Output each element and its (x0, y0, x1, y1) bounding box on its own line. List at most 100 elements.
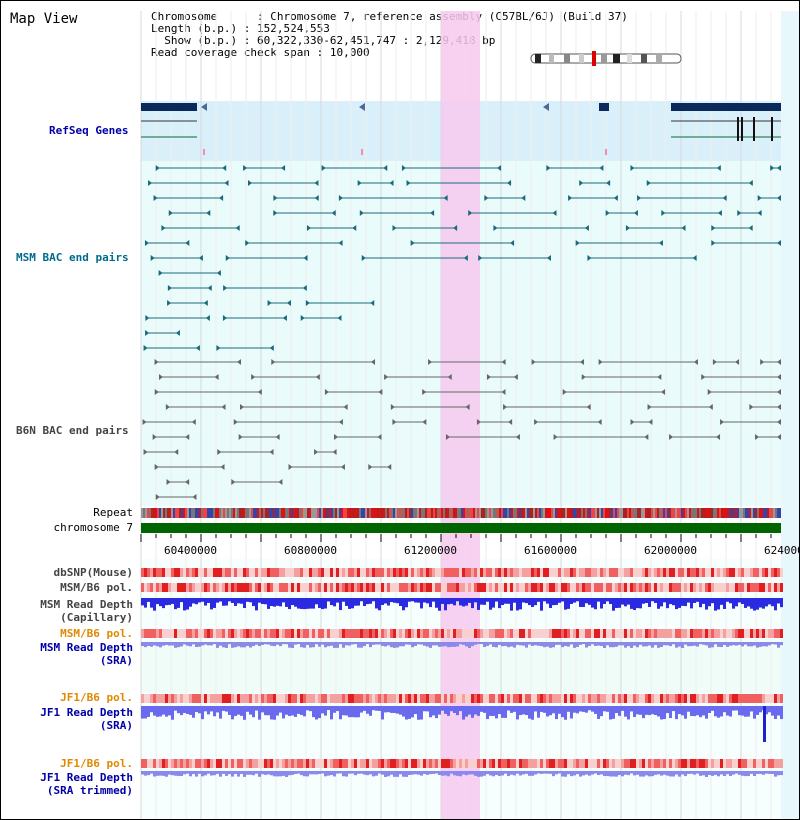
heat-cell (165, 583, 168, 592)
depth-bar (186, 642, 189, 646)
msm-b6-pol-label[interactable]: MSM/B6 pol. (60, 581, 133, 594)
heat-cell (453, 629, 456, 638)
depth-bar (606, 706, 609, 712)
heat-cell (516, 629, 519, 638)
depth-bar (201, 598, 204, 602)
depth-bar (528, 771, 531, 776)
heat-cell (402, 629, 405, 638)
heat-cell (279, 568, 282, 577)
heat-cell (507, 568, 510, 577)
heat-cell (348, 759, 351, 768)
heat-cell (486, 694, 489, 703)
right-margin-bg (781, 11, 799, 819)
heat-cell (576, 629, 579, 638)
depth-bar (192, 642, 195, 645)
msm-b6-pol-sra-label[interactable]: MSM/B6 pol. (60, 627, 133, 640)
msm-depth-capillary-label[interactable]: MSM Read Depth (40, 598, 133, 611)
heat-cell (699, 629, 702, 638)
repeat-segment (637, 508, 639, 518)
heat-cell (183, 759, 186, 768)
depth-bar (777, 771, 780, 776)
heat-cell (609, 568, 612, 577)
jf1-depth-trim-label[interactable]: JF1 Read Depth (40, 771, 133, 784)
jf1-depth-sra-label[interactable]: JF1 Read Depth (40, 706, 133, 719)
heat-cell (147, 583, 150, 592)
repeat-segment (353, 508, 355, 518)
depth-bar (279, 642, 282, 647)
heat-cell (480, 759, 483, 768)
repeat-segment (755, 508, 757, 518)
repeat-segment (505, 508, 507, 518)
gene-block (671, 103, 781, 111)
heat-cell (633, 568, 636, 577)
depth-bar (540, 598, 543, 611)
msm-bac-label[interactable]: MSM BAC end pairs (16, 251, 129, 264)
heat-cell (612, 759, 615, 768)
bac-end (144, 240, 149, 246)
depth-bar (267, 598, 270, 609)
depth-bar (168, 598, 171, 605)
bac-end (217, 449, 222, 455)
jf1-b6-pol-label[interactable]: JF1/B6 pol. (60, 691, 133, 704)
heat-cell (267, 583, 270, 592)
heat-cell (240, 694, 243, 703)
heat-cell (627, 759, 630, 768)
depth-bar (150, 771, 153, 774)
dbsnp-label[interactable]: dbSNP(Mouse) (53, 566, 133, 579)
depth-bar (717, 642, 720, 647)
heat-cell (243, 568, 246, 577)
heat-cell (303, 629, 306, 638)
heat-cell (474, 629, 477, 638)
depth-bar (432, 642, 435, 646)
msm-depth-sra-label[interactable]: MSM Read Depth (40, 641, 133, 654)
heat-cell (597, 629, 600, 638)
depth-bar (408, 598, 411, 602)
bac-end (185, 240, 190, 246)
depth-bar (429, 598, 432, 608)
heat-cell (279, 694, 282, 703)
depth-bar (525, 642, 528, 648)
repeat-segment (723, 508, 725, 518)
heat-cell (732, 629, 735, 638)
heat-cell (672, 629, 675, 638)
b6n-bac-label[interactable]: B6N BAC end pairs (16, 424, 129, 437)
repeat-segment (327, 508, 329, 518)
depth-bar (588, 771, 591, 776)
depth-bar (486, 598, 489, 602)
repeat-segment (357, 508, 359, 518)
depth-bar (402, 706, 405, 717)
depth-bar (699, 642, 702, 645)
repeat-segment (183, 508, 185, 518)
heat-cell (267, 568, 270, 577)
repeat-segment (261, 508, 263, 518)
heat-cell (552, 629, 555, 638)
depth-bar (165, 642, 168, 645)
heat-cell (549, 629, 552, 638)
refseq-genes-label[interactable]: RefSeq Genes (49, 124, 129, 137)
depth-bar (162, 598, 165, 609)
depth-bar (231, 642, 234, 648)
depth-bar (585, 642, 588, 648)
bac-end (777, 389, 781, 395)
heat-cell (378, 568, 381, 577)
heat-cell (330, 629, 333, 638)
heat-cell (468, 568, 471, 577)
heat-cell (615, 583, 618, 592)
heat-cell (780, 583, 783, 592)
depth-bar (354, 771, 357, 776)
heat-cell (660, 629, 663, 638)
depth-bar (549, 706, 552, 716)
depth-bar (714, 706, 717, 717)
heat-cell (495, 568, 498, 577)
repeat-segment (659, 508, 661, 518)
depth-bar (153, 642, 156, 646)
heat-cell (357, 568, 360, 577)
repeat-segment (143, 508, 145, 518)
heat-cell (615, 694, 618, 703)
jf1-b6-pol-trim-label[interactable]: JF1/B6 pol. (60, 757, 133, 770)
depth-bar (282, 771, 285, 776)
heat-cell (351, 629, 354, 638)
depth-bar (513, 706, 516, 712)
depth-bar (654, 771, 657, 775)
